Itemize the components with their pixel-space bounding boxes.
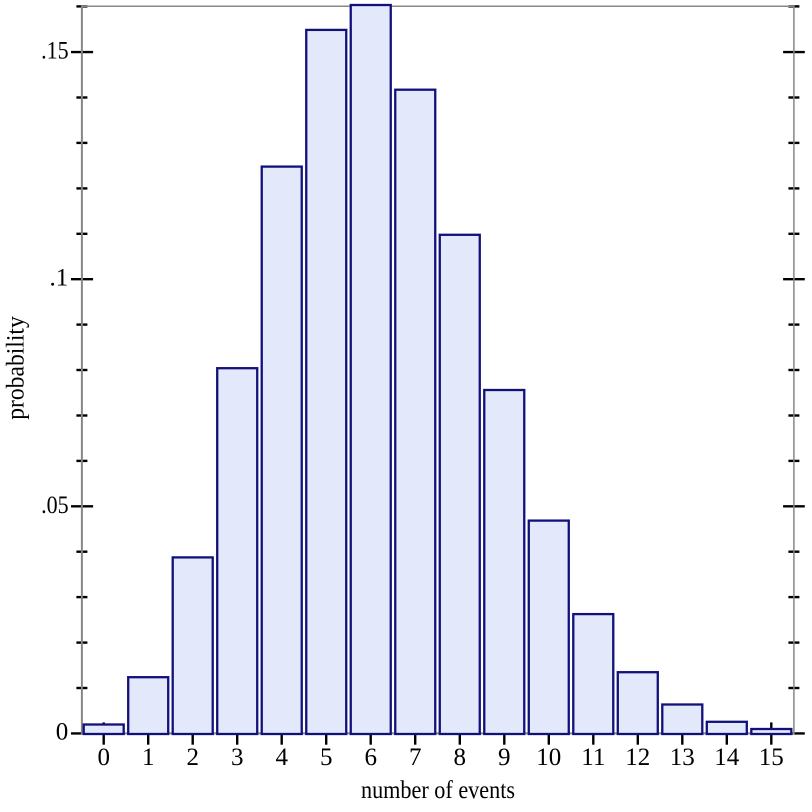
svg-text:11: 11: [581, 744, 605, 771]
svg-text:13: 13: [670, 744, 695, 771]
svg-text:15: 15: [759, 744, 784, 771]
svg-text:10: 10: [536, 744, 561, 771]
svg-text:.15: .15: [41, 37, 69, 64]
svg-text:6: 6: [364, 744, 377, 771]
svg-text:9: 9: [498, 744, 511, 771]
svg-text:probability: probability: [3, 316, 30, 420]
svg-text:7: 7: [409, 744, 422, 771]
svg-text:0: 0: [56, 719, 69, 746]
svg-text:5: 5: [320, 744, 333, 771]
svg-text:12: 12: [625, 744, 650, 771]
svg-text:2: 2: [186, 744, 199, 771]
svg-text:.05: .05: [41, 492, 69, 519]
svg-text:number of events: number of events: [361, 777, 515, 804]
svg-text:0: 0: [97, 744, 110, 771]
svg-text:4: 4: [275, 744, 288, 771]
svg-text:3: 3: [231, 744, 244, 771]
svg-text:.1: .1: [50, 265, 69, 292]
svg-text:14: 14: [714, 744, 740, 771]
svg-text:8: 8: [454, 744, 467, 771]
svg-text:1: 1: [142, 744, 155, 771]
